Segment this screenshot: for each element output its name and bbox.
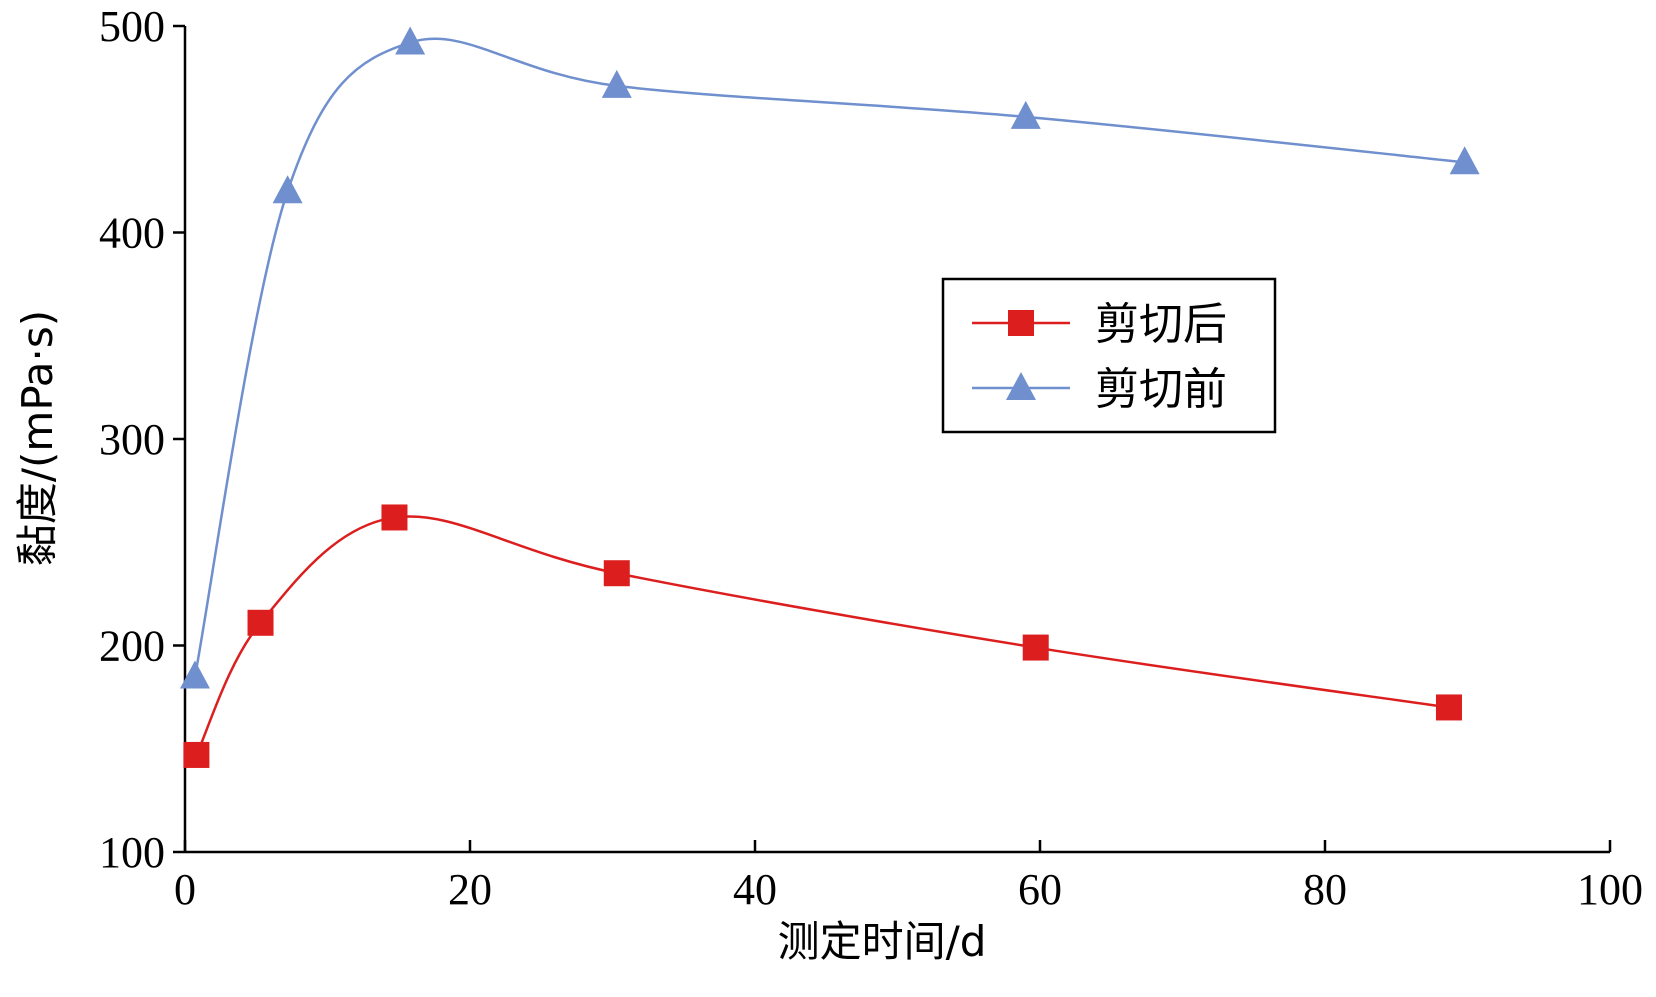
data-point	[183, 741, 210, 768]
y-tick-label: 500	[99, 2, 165, 51]
legend-swatch-marker	[1008, 310, 1034, 336]
data-point	[381, 504, 408, 531]
x-tick-label: 60	[1018, 865, 1062, 914]
series-line	[193, 37, 1465, 677]
x-tick-label: 0	[174, 865, 196, 914]
series-2	[179, 26, 1480, 689]
data-point	[1435, 694, 1462, 721]
data-point	[272, 175, 303, 204]
x-tick-label: 20	[448, 865, 492, 914]
data-point	[603, 560, 630, 587]
x-tick-label: 40	[733, 865, 777, 914]
legend-item: 剪切后	[972, 299, 1227, 350]
data-point	[179, 660, 210, 689]
data-point	[1010, 100, 1041, 129]
plot-area: 100 200 300 400 500 0 20 40 60 80 100	[99, 2, 1643, 914]
data-point	[1449, 146, 1480, 175]
y-tick-label: 300	[99, 415, 165, 464]
legend-label: 剪切前	[1095, 364, 1227, 415]
x-ticks: 0 20 40 60 80 100	[174, 840, 1643, 914]
series-1	[183, 504, 1462, 768]
series-layer	[179, 26, 1480, 768]
y-tick-label: 400	[99, 209, 165, 258]
legend-item: 剪切前	[972, 364, 1227, 415]
data-point	[601, 69, 632, 98]
legend-label: 剪切后	[1095, 299, 1227, 350]
data-point	[395, 26, 426, 55]
data-point	[247, 609, 274, 636]
legend-swatch-marker	[1006, 372, 1036, 400]
y-tick-label: 200	[99, 622, 165, 671]
y-axis-title: 黏度/(mPa·s)	[13, 310, 62, 566]
x-axis-title: 测定时间/d	[778, 917, 987, 966]
y-tick-label: 100	[99, 828, 165, 877]
x-tick-label: 80	[1303, 865, 1347, 914]
legend-box	[941, 277, 1277, 434]
data-point	[1022, 634, 1049, 661]
series-line	[195, 515, 1450, 756]
x-tick-label: 100	[1577, 865, 1643, 914]
y-ticks: 100 200 300 400 500	[99, 2, 185, 877]
